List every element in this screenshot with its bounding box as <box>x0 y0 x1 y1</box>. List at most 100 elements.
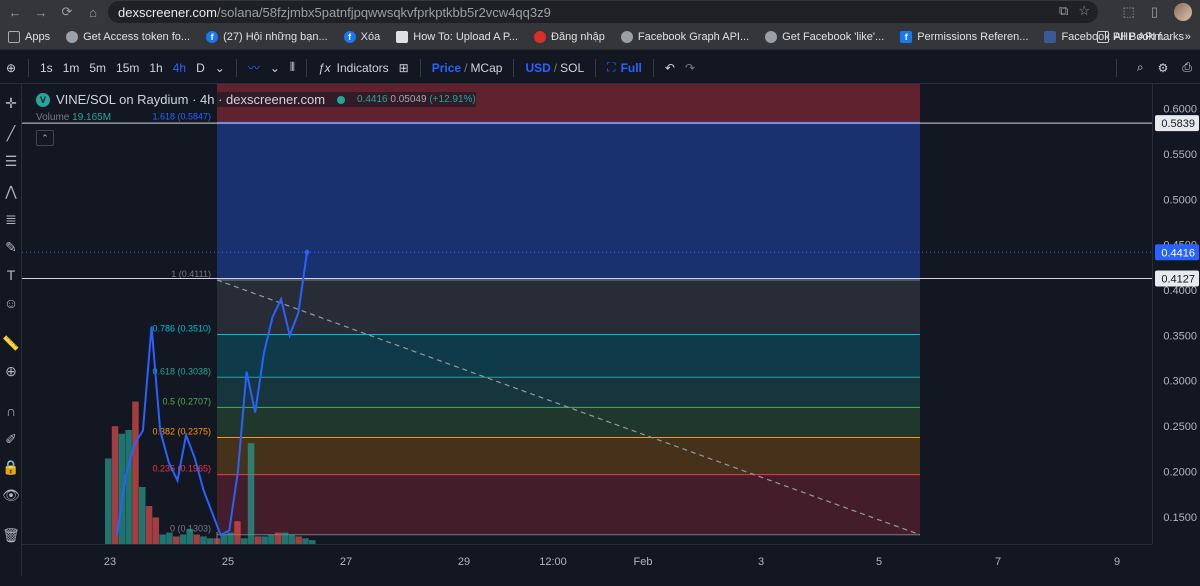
full-button[interactable]: ⛶ Full <box>602 56 647 80</box>
price-axis[interactable]: 0.60000.55000.50000.45000.40000.35000.30… <box>1152 84 1200 544</box>
price-chart: 1.618 (0.5847) 1 (0.4111) 0.786 (0.3510) 0.… <box>22 84 1152 544</box>
browser-top-bar: ← → ⟳ ⌂ dexscreener.com/solana/58fzjmbx5… <box>0 0 1200 24</box>
url-path: /solana/58fzjmbx5patnfjpqwwsqkvfprkptkbb… <box>217 4 551 20</box>
indicators-button[interactable]: ƒx Indicators <box>313 56 394 80</box>
price-tick-label: 0.2500 <box>1163 421 1197 433</box>
volume-bar <box>227 532 234 544</box>
ruler-icon[interactable]: 📏 <box>2 334 20 351</box>
bookmark-item[interactable]: f (27) Hội những bạn... <box>198 26 336 48</box>
bookmark-apps[interactable]: Apps <box>0 26 58 48</box>
chart-type-dropdown-icon[interactable]: ⌄ <box>269 60 280 75</box>
trash-icon[interactable]: 🗑 <box>2 526 20 543</box>
interval-4h[interactable]: 4h <box>172 60 187 75</box>
volume-bar <box>111 426 119 544</box>
more-bookmarks-icon[interactable]: » <box>1184 30 1191 43</box>
time-axis[interactable]: 23 25 27 29 12:00 Feb 3 5 7 9 <box>22 544 1152 576</box>
candle-icon[interactable]: ⫴ <box>289 60 295 74</box>
undo-icon[interactable]: ↶ <box>664 60 675 75</box>
bookmark-item[interactable]: Get Facebook 'like'... <box>757 26 892 48</box>
fib-level-label: 1 (0.4111) <box>171 269 211 279</box>
price-tick-label: 0.3500 <box>1163 330 1197 342</box>
all-bookmarks[interactable]: All Bookmarks <box>1089 26 1192 48</box>
bookmark-label: (27) Hội những bạn... <box>223 30 328 43</box>
extensions-icon[interactable]: ⬚ <box>1122 4 1135 19</box>
time-tick-label: 3 <box>758 556 764 568</box>
pattern-icon[interactable]: ⋀ <box>5 182 17 199</box>
fib-icon[interactable]: ≣ <box>5 210 17 227</box>
fib-zone <box>217 334 920 378</box>
interval-1h[interactable]: 1h <box>149 60 163 75</box>
chart-pane[interactable]: 1.618 (0.5847) 1 (0.4111) 0.786 (0.3510) 0.… <box>22 84 1152 544</box>
time-axis-labels: 23 25 27 29 12:00 Feb 3 5 7 9 <box>104 556 1120 568</box>
crosshair-icon[interactable]: ✛ <box>5 94 17 111</box>
bookmark-item[interactable]: How To: Upload A P... <box>388 26 526 48</box>
camera-icon[interactable]: ⎙ <box>1182 60 1192 74</box>
legend-values: 0.4416 0.05049 (+12.91%) <box>357 94 476 105</box>
volume-legend: Volume 19.165M <box>36 112 111 123</box>
volume-bar <box>275 532 282 544</box>
line-chart-icon[interactable]: 〰 <box>247 61 260 75</box>
volume-bar <box>105 458 112 544</box>
price-line <box>116 252 308 537</box>
reload-icon[interactable]: ⟳ <box>61 4 73 19</box>
trendline-icon[interactable]: ╱ <box>6 124 16 141</box>
fib-zone <box>217 377 920 408</box>
bookmark-item[interactable]: Facebook PHP API f... <box>1036 26 1178 48</box>
quick-search-icon[interactable]: ⌕ <box>1136 60 1144 74</box>
volume-bar <box>234 521 241 544</box>
globe-icon <box>66 30 79 43</box>
bookmark-item[interactable]: Facebook Graph API... <box>613 26 757 48</box>
bookmark-item[interactable]: f Xóa <box>336 26 389 48</box>
profile-avatar[interactable] <box>1174 3 1192 21</box>
fib-zone <box>217 122 920 280</box>
bookmark-item[interactable]: Đăng nhập <box>526 26 613 48</box>
sidepanel-icon[interactable]: ▯ <box>1150 4 1158 19</box>
bookmark-label: Get Facebook 'like'... <box>782 30 885 43</box>
hline-1-badge-bg <box>1155 115 1199 132</box>
usd-label: USD <box>525 60 551 75</box>
currency-toggle[interactable]: USD / SOL <box>520 56 589 80</box>
stay-in-drawing-icon[interactable]: ✐ <box>5 430 17 447</box>
settings-icon[interactable]: ⚙ <box>1157 60 1169 75</box>
add-symbol-icon[interactable]: ⊕ <box>5 60 17 75</box>
bottom-strip <box>0 576 1200 586</box>
chart-legend: V VINE/SOL on Raydium · 4h · dexscreener… <box>36 92 476 107</box>
layouts-icon[interactable]: ⊞ <box>398 60 409 75</box>
divider <box>513 58 515 77</box>
home-icon[interactable]: ⌂ <box>89 4 97 20</box>
drawing-toolbar: ✛ ╱ ☰ ⋀ ≣ ✎ T ☺ 📏 ⊕ ∩ ✐ 🔒 👁 🗑 <box>0 84 22 586</box>
bookmark-item[interactable]: f Permissions Referen... <box>892 26 1036 48</box>
magnet-icon[interactable]: ∩ <box>5 403 17 419</box>
text-icon[interactable]: T <box>6 267 16 283</box>
brush-icon[interactable]: ✎ <box>5 238 17 255</box>
star-icon[interactable]: ☆ <box>1078 3 1090 18</box>
globe-icon <box>620 30 633 43</box>
zoom-icon[interactable]: ⊕ <box>5 362 17 379</box>
install-icon[interactable]: ⧉ <box>1059 3 1069 18</box>
interval-5m[interactable]: 5m <box>89 60 107 75</box>
fib-zone <box>217 474 920 535</box>
interval-dropdown-icon[interactable]: ⌄ <box>214 60 225 75</box>
bookmark-item[interactable]: Get Access token fo... <box>58 26 198 48</box>
interval-1m[interactable]: 1m <box>62 60 80 75</box>
price-axis-labels: 0.60000.55000.50000.45000.40000.35000.30… <box>1155 104 1199 524</box>
interval-d[interactable]: D <box>196 60 205 75</box>
url-host: dexscreener.com <box>118 4 217 20</box>
horizontal-lines-icon[interactable]: ☰ <box>4 152 18 169</box>
eye-icon[interactable]: 👁 <box>2 486 20 503</box>
lock-icon[interactable]: 🔒 <box>2 458 20 475</box>
price-mcap-toggle[interactable]: Price / MCap <box>427 56 508 80</box>
fib-level-label: 0.786 (0.3510) <box>152 323 211 333</box>
fullscreen-icon: ⛶ <box>607 60 616 74</box>
forward-icon[interactable]: → <box>34 4 48 20</box>
interval-15m[interactable]: 15m <box>116 60 140 75</box>
redo-icon[interactable]: ↷ <box>684 60 696 75</box>
back-icon[interactable]: ← <box>8 4 22 20</box>
volume-bar <box>309 540 316 544</box>
volume-bar <box>200 536 207 544</box>
emoji-icon[interactable]: ☺ <box>3 295 19 311</box>
time-tick-label: 9 <box>1114 556 1120 568</box>
address-bar[interactable]: dexscreener.com/solana/58fzjmbx5patnfjpq… <box>108 1 1098 23</box>
interval-1s[interactable]: 1s <box>40 60 53 75</box>
collapse-legend-button[interactable]: ⌃ <box>36 130 54 146</box>
